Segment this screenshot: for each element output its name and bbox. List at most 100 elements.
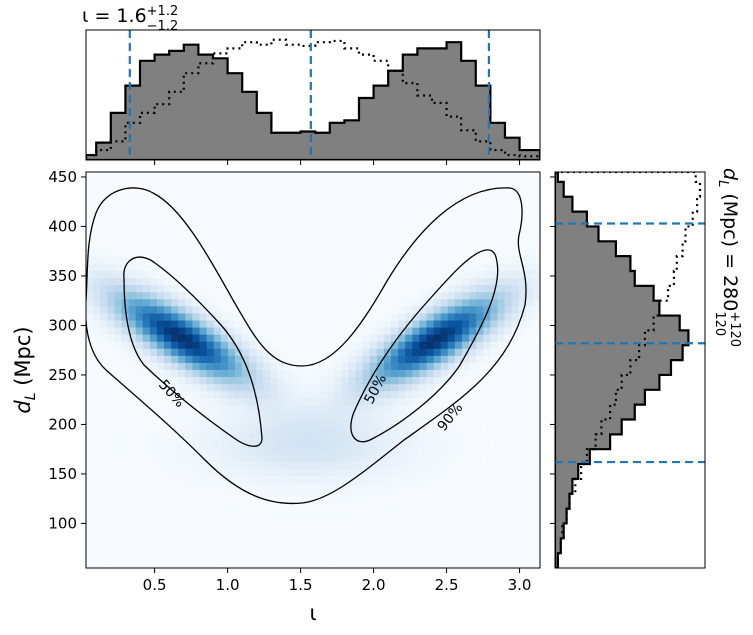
heatmap-cell [398, 532, 406, 541]
heatmap-cell [277, 362, 286, 371]
heatmap-cell [156, 490, 165, 498]
heatmap-cell [142, 483, 151, 491]
heatmap-cell [220, 242, 229, 251]
heatmap-cell [355, 334, 364, 343]
heatmap-cell [185, 299, 193, 307]
heatmap-cell [263, 553, 272, 562]
heatmap-cell [518, 483, 527, 491]
heatmap-cell [419, 193, 428, 201]
heatmap-cell [518, 476, 527, 484]
heatmap-cell [369, 271, 378, 279]
heatmap-cell [156, 454, 165, 463]
heatmap-cell [348, 334, 357, 343]
heatmap-cell [121, 546, 130, 555]
heatmap-cell [93, 271, 101, 279]
heatmap-cell [100, 334, 108, 343]
heatmap-cell [234, 412, 243, 421]
heatmap-cell [213, 539, 222, 548]
heatmap-cell [298, 271, 307, 279]
heatmap-cell [419, 525, 428, 534]
heatmap-cell [447, 490, 456, 498]
heatmap-cell [433, 320, 442, 329]
heatmap-cell [206, 370, 215, 378]
heatmap-cell [256, 426, 264, 435]
heatmap-cell [199, 299, 208, 307]
heatmap-cell [227, 398, 236, 406]
heatmap-cell [518, 461, 527, 470]
heatmap-cell [447, 518, 456, 527]
heatmap-cell [93, 228, 101, 237]
heatmap-cell [362, 412, 371, 421]
heatmap-cell [426, 511, 435, 520]
heatmap-cell [220, 440, 229, 449]
heatmap-cell [490, 242, 499, 251]
heatmap-cell [121, 497, 130, 505]
heatmap-cell [447, 525, 456, 534]
heatmap-cell [263, 299, 272, 307]
dL-posterior-histogram [555, 172, 690, 568]
heatmap-cell [277, 355, 286, 364]
heatmap-cell [433, 419, 442, 428]
heatmap-cell [291, 532, 300, 541]
heatmap-cell [461, 299, 470, 307]
dL-prior-histogram [555, 172, 702, 568]
heatmap-cell [447, 362, 456, 371]
heatmap-cell [327, 179, 335, 187]
heatmap-cell [291, 377, 300, 385]
heatmap-cell [497, 440, 506, 449]
heatmap-cell [107, 200, 115, 208]
heatmap-cell [532, 377, 540, 385]
heatmap-cell [149, 454, 158, 463]
heatmap-cell [405, 539, 413, 548]
heatmap-cell [362, 370, 371, 378]
heatmap-cell [270, 483, 279, 491]
heatmap-cell [206, 419, 215, 428]
heatmap-cell [277, 546, 286, 555]
heatmap-cell [178, 348, 186, 357]
heatmap-cell [341, 285, 350, 293]
heatmap-cell [518, 235, 527, 244]
heatmap-cell [433, 256, 442, 265]
heatmap-cell [164, 490, 172, 498]
heatmap-cell [93, 419, 101, 428]
heatmap-cell [433, 228, 442, 237]
heatmap-cell [234, 398, 243, 406]
heatmap-cell [185, 525, 193, 534]
heatmap-cell [86, 355, 94, 364]
heatmap-cell [199, 292, 208, 300]
heatmap-cell [433, 461, 442, 470]
heatmap-cell [135, 172, 144, 180]
heatmap-cell [518, 179, 527, 187]
heatmap-cell [220, 553, 229, 562]
heatmap-cell [171, 334, 179, 343]
heatmap-cell [391, 384, 399, 392]
heatmap-cell [298, 546, 307, 555]
heatmap-cell [213, 292, 222, 300]
heatmap-cell [383, 362, 392, 371]
heatmap-cell [242, 539, 250, 548]
heatmap-cell [334, 525, 342, 534]
heatmap-cell [249, 426, 257, 435]
heatmap-cell [362, 207, 371, 216]
heatmap-cell [334, 285, 342, 293]
heatmap-cell [199, 263, 208, 272]
heatmap-cell [107, 447, 115, 456]
heatmap-cell [440, 228, 449, 237]
heatmap-cell [348, 440, 357, 449]
heatmap-cell [440, 461, 449, 470]
heatmap-cell [504, 228, 513, 237]
heatmap-cell [461, 490, 470, 498]
heatmap-cell [426, 476, 435, 484]
heatmap-cell [93, 278, 101, 286]
heatmap-cell [277, 242, 286, 251]
heatmap-cell [461, 186, 470, 194]
heatmap-cell [270, 320, 279, 329]
heatmap-cell [405, 179, 413, 187]
heatmap-cell [149, 419, 158, 428]
heatmap-cell [320, 377, 328, 385]
heatmap-cell [405, 461, 413, 470]
heatmap-cell [518, 221, 527, 230]
heatmap-cell [199, 532, 208, 541]
heatmap-cell [341, 228, 350, 237]
heatmap-cell [263, 483, 272, 491]
